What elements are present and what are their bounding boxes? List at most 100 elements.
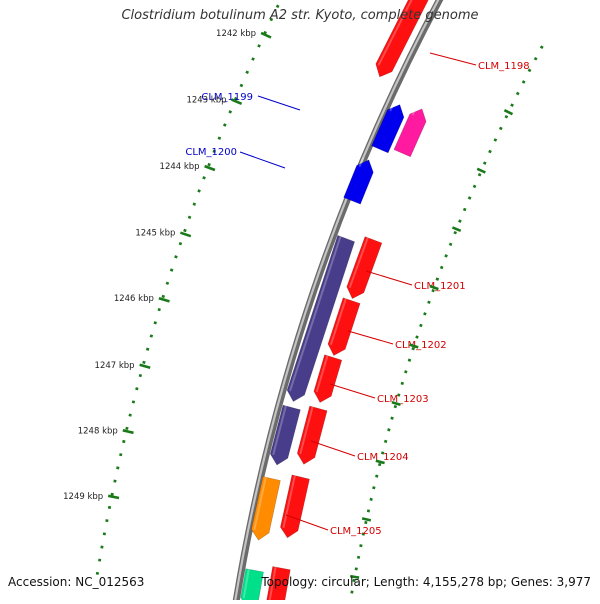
gene-arrow-CLM_1205 — [251, 476, 281, 541]
leader-line — [347, 330, 394, 345]
gene-arrow-cds — [313, 354, 343, 403]
minor-tick — [372, 486, 376, 490]
minor-tick — [98, 558, 102, 562]
minor-tick — [217, 136, 222, 140]
gene-label-CLM_1203[interactable]: CLM_1203 — [377, 394, 429, 405]
minor-tick — [533, 56, 538, 61]
gene-arrow-CLM_1199-sheen — [411, 105, 418, 116]
minor-tick — [251, 57, 255, 61]
minor-tick — [135, 387, 139, 391]
minor-tick — [364, 520, 368, 525]
scale-label: 1244 kbp — [160, 162, 200, 172]
minor-tick — [527, 68, 532, 73]
scale-label: 1243 kbp — [186, 96, 226, 106]
minor-tick — [178, 241, 183, 246]
minor-tick — [390, 416, 394, 420]
gene-label-CLM_1202[interactable]: CLM_1202 — [395, 340, 447, 351]
leader-line — [429, 52, 477, 66]
minor-tick — [228, 110, 233, 114]
inner-major-tick — [503, 109, 514, 116]
minor-tick — [187, 215, 192, 220]
inner-major-tick — [349, 574, 360, 579]
minor-tick — [107, 505, 112, 509]
minor-tick — [407, 358, 412, 362]
minor-tick — [100, 545, 104, 549]
minor-tick — [197, 189, 201, 193]
gene-arrow-CLM_1204 — [269, 404, 301, 466]
gene-label-CLM_1201[interactable]: CLM_1201 — [414, 281, 466, 292]
gene-label-CLM_1204[interactable]: CLM_1204 — [357, 452, 409, 463]
gene-label-CLM_1200[interactable]: CLM_1200 — [185, 147, 237, 158]
minor-tick — [138, 373, 143, 378]
minor-tick — [161, 294, 166, 299]
gene-arrow-cds-sheen — [315, 355, 329, 393]
minor-tick — [427, 300, 431, 304]
gene-arrow-CLM_1201-1203-sheen — [289, 236, 342, 392]
minor-tick — [157, 307, 161, 312]
gene-label-CLM_1198[interactable]: CLM_1198 — [478, 61, 530, 72]
minor-tick — [510, 103, 514, 107]
minor-tick — [142, 360, 146, 365]
scale-label: 1245 kbp — [135, 229, 175, 239]
minor-tick — [122, 439, 126, 444]
scale-major-tick — [107, 494, 120, 500]
gene-arrow-CLM_1204-sheen — [272, 405, 287, 455]
inner-major-tick — [391, 400, 401, 406]
gene-label-CLM_1205[interactable]: CLM_1205 — [330, 526, 382, 537]
minor-tick — [539, 45, 544, 50]
minor-tick — [119, 453, 123, 457]
minor-tick — [128, 413, 132, 417]
minor-tick — [350, 590, 354, 594]
minor-tick — [477, 173, 482, 177]
minor-tick — [493, 138, 498, 142]
gene-arrow-teal-sheen — [242, 569, 250, 599]
scale-ticks — [95, 4, 544, 604]
minor-tick — [212, 149, 216, 154]
minor-tick — [174, 255, 178, 259]
scale-label: 1249 kbp — [63, 492, 103, 502]
inner-major-tick — [451, 226, 462, 233]
minor-tick — [400, 381, 404, 386]
minor-tick — [366, 509, 371, 513]
minor-tick — [192, 202, 197, 206]
minor-tick — [95, 571, 100, 575]
gene-arrow-cds-sheen — [348, 237, 369, 289]
scale-major-tick — [260, 31, 272, 39]
scale-label: 1248 kbp — [78, 426, 118, 436]
minor-tick — [521, 80, 526, 84]
minor-tick — [467, 196, 472, 200]
minor-tick — [453, 230, 457, 235]
scale-major-tick — [179, 231, 192, 238]
minor-tick — [102, 532, 107, 536]
gene-label-CLM_1199[interactable]: CLM_1199 — [201, 92, 253, 103]
gene-arrow-blue-a — [371, 104, 405, 154]
leader-line — [285, 514, 329, 531]
gene-track — [240, 0, 429, 604]
minor-tick — [105, 519, 109, 523]
minor-tick — [113, 479, 117, 483]
leader-line — [257, 95, 301, 111]
gene-arrow-cds — [296, 405, 328, 465]
minor-tick — [359, 544, 363, 548]
minor-tick — [131, 400, 136, 404]
minor-tick — [116, 466, 120, 470]
map-title: Clostridium botulinum A2 str. Kyoto, com… — [121, 8, 479, 23]
gene-arrow-CLM_1201-1203 — [286, 235, 355, 402]
scale-label: 1247 kbp — [95, 361, 135, 371]
backbone-highlight — [233, 0, 440, 604]
minor-tick — [504, 114, 509, 119]
gene-arrow-cds — [280, 474, 310, 539]
scale-major-tick — [139, 363, 151, 369]
minor-tick — [393, 404, 398, 409]
minor-tick — [462, 207, 467, 212]
scale-label: 1246 kbp — [114, 294, 154, 304]
minor-tick — [110, 492, 114, 496]
minor-tick — [423, 312, 427, 316]
scale-major-tick — [122, 429, 134, 435]
minor-tick — [153, 321, 157, 325]
scale-major-tick — [230, 98, 243, 105]
minor-tick — [435, 277, 440, 281]
minor-tick — [515, 91, 520, 96]
